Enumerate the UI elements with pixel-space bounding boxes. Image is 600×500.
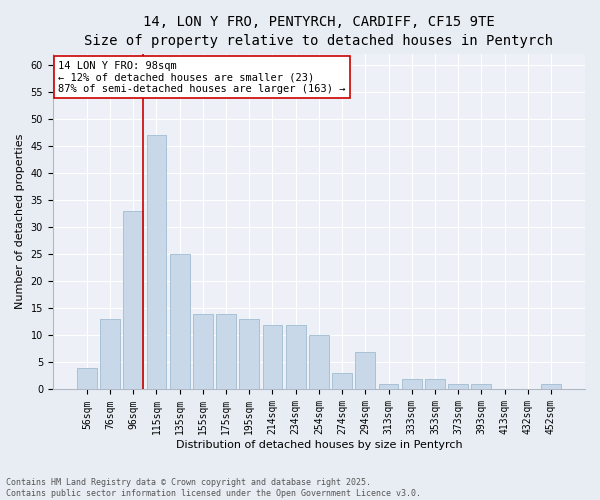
Text: 14 LON Y FRO: 98sqm
← 12% of detached houses are smaller (23)
87% of semi-detach: 14 LON Y FRO: 98sqm ← 12% of detached ho… <box>58 60 346 94</box>
Text: Contains HM Land Registry data © Crown copyright and database right 2025.
Contai: Contains HM Land Registry data © Crown c… <box>6 478 421 498</box>
Bar <box>309 336 329 390</box>
Bar <box>77 368 97 390</box>
Bar <box>216 314 236 390</box>
Bar <box>263 324 283 390</box>
Bar <box>402 378 422 390</box>
Bar <box>124 211 143 390</box>
Bar <box>332 373 352 390</box>
Y-axis label: Number of detached properties: Number of detached properties <box>15 134 25 310</box>
Bar <box>355 352 375 390</box>
X-axis label: Distribution of detached houses by size in Pentyrch: Distribution of detached houses by size … <box>176 440 462 450</box>
Bar <box>541 384 561 390</box>
Bar <box>286 324 305 390</box>
Bar <box>425 378 445 390</box>
Bar <box>146 135 166 390</box>
Bar <box>472 384 491 390</box>
Bar <box>193 314 213 390</box>
Title: 14, LON Y FRO, PENTYRCH, CARDIFF, CF15 9TE
Size of property relative to detached: 14, LON Y FRO, PENTYRCH, CARDIFF, CF15 9… <box>85 15 553 48</box>
Bar <box>170 254 190 390</box>
Bar <box>379 384 398 390</box>
Bar <box>448 384 468 390</box>
Bar <box>100 319 120 390</box>
Bar <box>239 319 259 390</box>
